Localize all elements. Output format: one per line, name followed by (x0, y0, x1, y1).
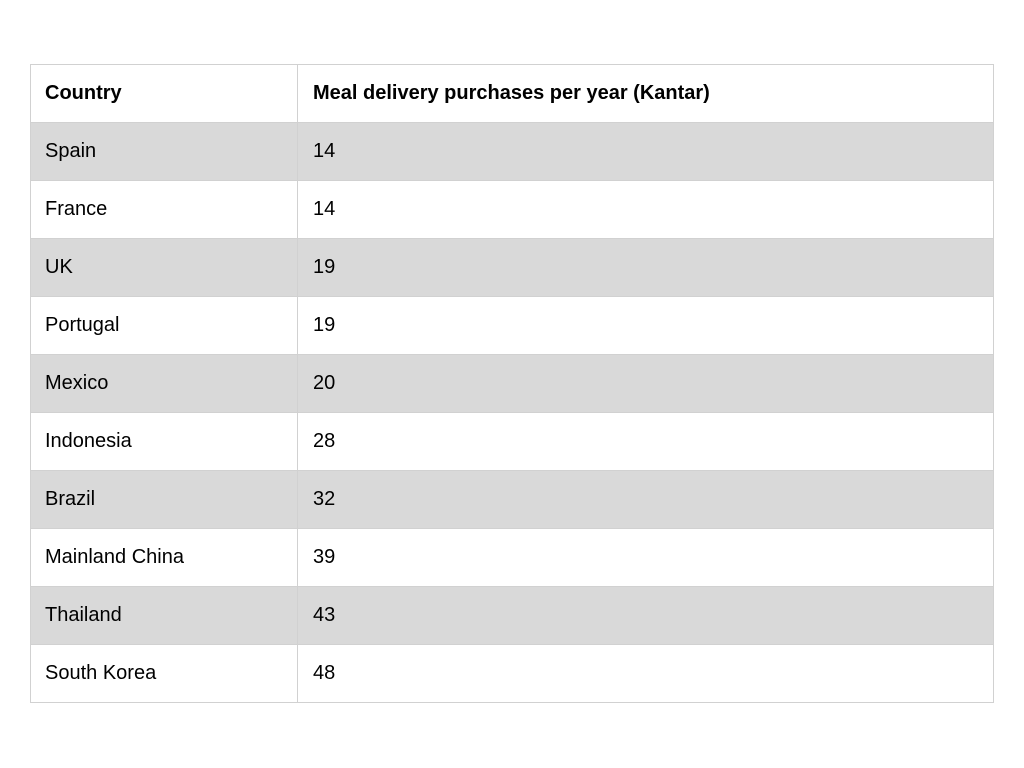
table-row: Spain 14 (30, 122, 994, 181)
table-row: South Korea 48 (30, 644, 994, 703)
country-cell: Mexico (30, 354, 298, 413)
purchases-value-cell: 48 (297, 644, 994, 703)
country-cell: Brazil (30, 470, 298, 529)
meal-delivery-table: Country Meal delivery purchases per year… (30, 64, 994, 703)
purchases-value-cell: 20 (297, 354, 994, 413)
purchases-value-cell: 39 (297, 528, 994, 587)
purchases-value-cell: 19 (297, 296, 994, 355)
column-header-purchases-per-year: Meal delivery purchases per year (Kantar… (297, 64, 994, 123)
header-row: Country Meal delivery purchases per year… (30, 64, 994, 123)
table-row: Mexico 20 (30, 354, 994, 413)
purchases-value-cell: 43 (297, 586, 994, 645)
column-header-country: Country (30, 64, 298, 123)
table-row: Portugal 19 (30, 296, 994, 355)
country-cell: Indonesia (30, 412, 298, 471)
country-cell: UK (30, 238, 298, 297)
table-row: France 14 (30, 180, 994, 239)
country-cell: Portugal (30, 296, 298, 355)
table-body: Spain 14 France 14 UK 19 Portugal 19 Mexico 20 Ind… (30, 122, 994, 703)
table-row: Thailand 43 (30, 586, 994, 645)
country-cell: South Korea (30, 644, 298, 703)
table-row: Brazil 32 (30, 470, 994, 529)
table-row: UK 19 (30, 238, 994, 297)
country-cell: Spain (30, 122, 298, 181)
purchases-value-cell: 28 (297, 412, 994, 471)
table-row: Mainland China 39 (30, 528, 994, 587)
country-cell: Thailand (30, 586, 298, 645)
table-header: Country Meal delivery purchases per year… (30, 64, 994, 123)
country-cell: Mainland China (30, 528, 298, 587)
data-table-container: Country Meal delivery purchases per year… (30, 64, 994, 703)
purchases-value-cell: 14 (297, 122, 994, 181)
purchases-value-cell: 14 (297, 180, 994, 239)
table-row: Indonesia 28 (30, 412, 994, 471)
country-cell: France (30, 180, 298, 239)
purchases-value-cell: 19 (297, 238, 994, 297)
purchases-value-cell: 32 (297, 470, 994, 529)
